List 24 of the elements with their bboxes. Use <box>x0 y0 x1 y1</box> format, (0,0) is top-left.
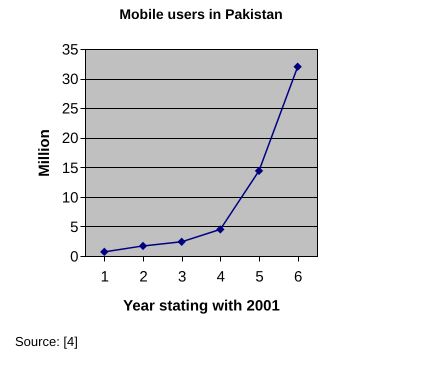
y-tick-label: 0 <box>70 248 78 266</box>
y-axis-title: Million <box>36 129 53 177</box>
point <box>177 238 186 246</box>
point <box>100 248 109 256</box>
x-axis-title: Year stating with 2001 <box>123 298 280 314</box>
point <box>216 225 225 234</box>
y-tick-label: 10 <box>62 189 78 206</box>
y-tick-label: 30 <box>62 71 78 88</box>
point <box>293 62 302 71</box>
chart-title: Mobile users in Pakistan <box>119 6 283 22</box>
y-tick-label: 15 <box>62 160 78 177</box>
x-tick-label: 2 <box>139 268 148 286</box>
x-tick-label: 1 <box>100 268 110 286</box>
y-tick-label: 5 <box>70 218 78 236</box>
x-tick-label: 6 <box>294 268 302 286</box>
y-tick-label: 20 <box>62 130 78 148</box>
point <box>138 242 148 250</box>
y-tick-label: 35 <box>62 42 78 58</box>
x-tick-label: 3 <box>178 268 186 286</box>
source-note: Source: [4] <box>15 334 78 349</box>
x-tick-label: 4 <box>216 268 226 286</box>
y-tick-label: 25 <box>62 100 78 118</box>
point <box>254 166 264 176</box>
x-tick-label: 5 <box>255 268 264 286</box>
